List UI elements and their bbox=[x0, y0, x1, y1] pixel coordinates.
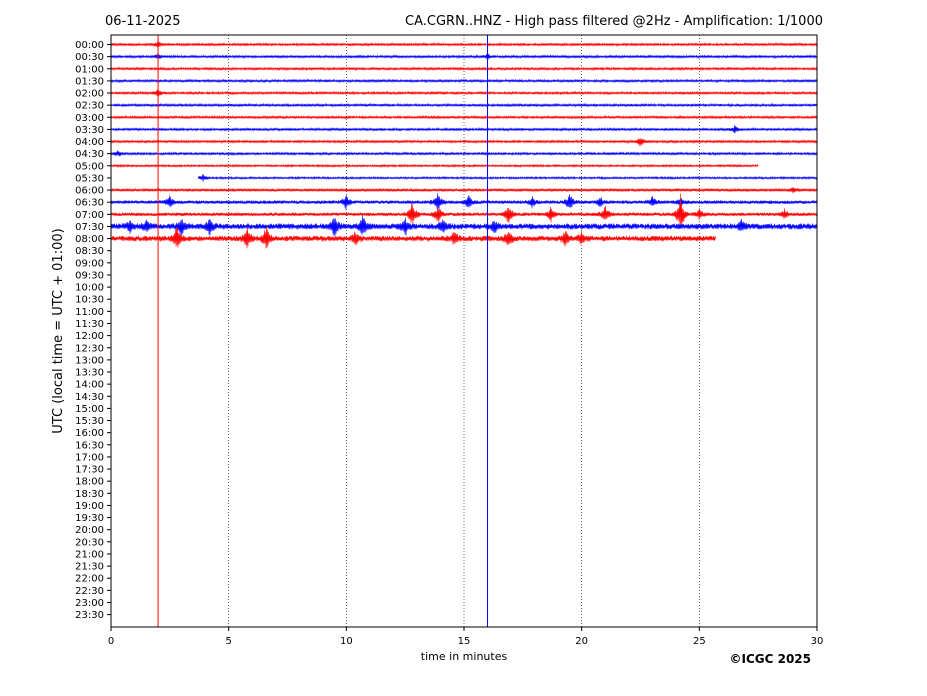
plot-frame bbox=[110, 34, 818, 628]
y-tick-label: 21:30 bbox=[75, 562, 104, 573]
trace-0530 bbox=[197, 174, 817, 182]
y-tick-label: 09:00 bbox=[75, 258, 104, 269]
trace-0230 bbox=[110, 102, 818, 108]
y-tick-label: 02:30 bbox=[75, 101, 104, 112]
y-tick-label: 05:00 bbox=[75, 161, 104, 172]
chart-date: 06-11-2025 bbox=[105, 14, 181, 29]
y-tick-label: 13:30 bbox=[75, 368, 104, 379]
x-tick-label: 20 bbox=[575, 636, 588, 647]
x-axis-label: time in minutes bbox=[421, 650, 508, 663]
trace-0130 bbox=[110, 78, 818, 84]
y-tick-label: 11:30 bbox=[75, 319, 104, 330]
trace-0200 bbox=[110, 89, 818, 97]
y-tick-label: 23:30 bbox=[75, 610, 104, 621]
x-tick-label: 30 bbox=[811, 636, 824, 647]
x-tick-label: 5 bbox=[225, 636, 231, 647]
y-tick-label: 04:30 bbox=[75, 149, 104, 160]
y-tick-label: 06:00 bbox=[75, 186, 104, 197]
y-tick-label: 23:00 bbox=[75, 598, 104, 609]
y-tick-label: 05:30 bbox=[75, 173, 104, 184]
y-tick-label: 00:30 bbox=[75, 52, 104, 63]
y-tick-label: 12:00 bbox=[75, 331, 104, 342]
trace-0430 bbox=[110, 150, 818, 157]
y-axis-label: UTC (local time = UTC + 01:00) bbox=[51, 228, 66, 433]
y-tick-label: 01:00 bbox=[75, 64, 104, 75]
y-tick-label: 08:00 bbox=[75, 234, 104, 245]
trace-0030 bbox=[110, 53, 818, 60]
trace-0000 bbox=[110, 41, 818, 48]
y-tick-label: 06:30 bbox=[75, 198, 104, 209]
y-tick-label: 22:30 bbox=[75, 586, 104, 597]
trace-0700 bbox=[110, 193, 818, 229]
y-tick-label: 11:00 bbox=[75, 307, 104, 318]
y-tick-label: 17:00 bbox=[75, 452, 104, 463]
y-tick-label: 07:00 bbox=[75, 210, 104, 221]
trace-0100 bbox=[110, 66, 818, 72]
y-tick-label: 04:00 bbox=[75, 137, 104, 148]
trace-0630 bbox=[110, 193, 818, 211]
y-tick-label: 00:00 bbox=[75, 40, 104, 51]
y-tick-label: 09:30 bbox=[75, 270, 104, 281]
x-tick-label: 25 bbox=[693, 636, 706, 647]
y-tick-label: 19:00 bbox=[75, 501, 104, 512]
y-tick-label: 15:00 bbox=[75, 404, 104, 415]
trace-0800 bbox=[110, 226, 716, 249]
y-tick-label: 12:30 bbox=[75, 343, 104, 354]
trace-0600 bbox=[110, 187, 818, 194]
y-tick-label: 18:00 bbox=[75, 477, 104, 488]
trace-0400 bbox=[110, 138, 818, 147]
y-tick-label: 19:30 bbox=[75, 513, 104, 524]
trace-0300 bbox=[110, 114, 818, 120]
trace-0730 bbox=[110, 215, 818, 237]
trace-0500 bbox=[110, 163, 759, 168]
y-tick-label: 03:00 bbox=[75, 113, 104, 124]
y-tick-label: 10:00 bbox=[75, 283, 104, 294]
y-tick-label: 20:30 bbox=[75, 537, 104, 548]
y-tick-label: 20:00 bbox=[75, 525, 104, 536]
y-tick-label: 08:30 bbox=[75, 246, 104, 257]
y-tick-label: 03:30 bbox=[75, 125, 104, 136]
copyright-label: ©ICGC 2025 bbox=[729, 652, 811, 666]
trace-0330 bbox=[110, 125, 818, 134]
y-tick-label: 16:00 bbox=[75, 428, 104, 439]
x-tick-label: 0 bbox=[108, 636, 114, 647]
y-tick-label: 16:30 bbox=[75, 440, 104, 451]
y-tick-label: 14:30 bbox=[75, 392, 104, 403]
x-tick-label: 10 bbox=[340, 636, 353, 647]
y-tick-label: 21:00 bbox=[75, 549, 104, 560]
y-tick-label: 15:30 bbox=[75, 416, 104, 427]
x-tick-label: 15 bbox=[458, 636, 471, 647]
y-tick-label: 02:00 bbox=[75, 89, 104, 100]
y-tick-label: 13:00 bbox=[75, 355, 104, 366]
y-tick-label: 07:30 bbox=[75, 222, 104, 233]
y-tick-label: 18:30 bbox=[75, 489, 104, 500]
y-tick-label: 01:30 bbox=[75, 76, 104, 87]
y-tick-label: 17:30 bbox=[75, 465, 104, 476]
y-tick-label: 10:30 bbox=[75, 295, 104, 306]
chart-title: CA.CGRN..HNZ - High pass filtered @2Hz -… bbox=[405, 14, 823, 29]
y-tick-label: 14:00 bbox=[75, 380, 104, 391]
y-tick-label: 22:00 bbox=[75, 574, 104, 585]
